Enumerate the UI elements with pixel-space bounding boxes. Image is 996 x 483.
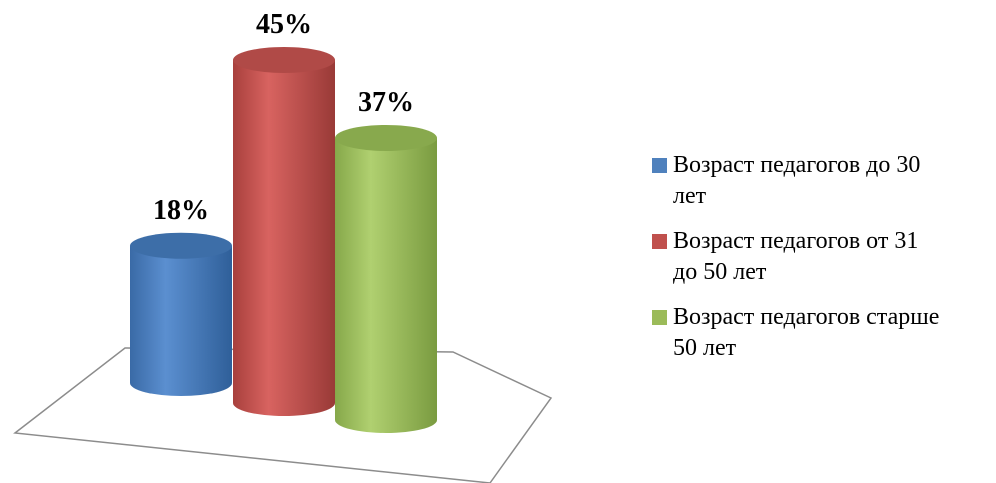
- bar-1-top: [130, 232, 232, 259]
- legend-label: Возраст педагогов до 30 лет: [673, 152, 921, 209]
- legend-label: Возраст педагогов от 31 до 50 лет: [673, 228, 919, 285]
- legend-item-3: Возраст педагогов старше 50 лет: [652, 302, 992, 364]
- legend: Возраст педагогов до 30 лет Возраст педаго…: [652, 150, 992, 378]
- legend-swatch: [652, 310, 667, 325]
- value-label-1: 18%: [153, 195, 209, 226]
- bar-3-top: [335, 124, 437, 151]
- legend-label: Возраст педагогов старше 50 лет: [673, 304, 940, 361]
- legend-swatch: [652, 234, 667, 249]
- bar-2-top: [233, 47, 335, 73]
- legend-item-2: Возраст педагогов от 31 до 50 лет: [652, 226, 992, 288]
- bar-3: [335, 124, 437, 433]
- legend-swatch: [652, 158, 667, 173]
- legend-item-1: Возраст педагогов до 30 лет: [652, 150, 992, 212]
- cylinder-bar-chart: 18% 45% 37%: [13, 9, 553, 483]
- value-label-2: 45%: [256, 9, 312, 40]
- bar-1: [130, 232, 232, 396]
- bar-2: [233, 47, 335, 416]
- value-label-3: 37%: [358, 87, 414, 118]
